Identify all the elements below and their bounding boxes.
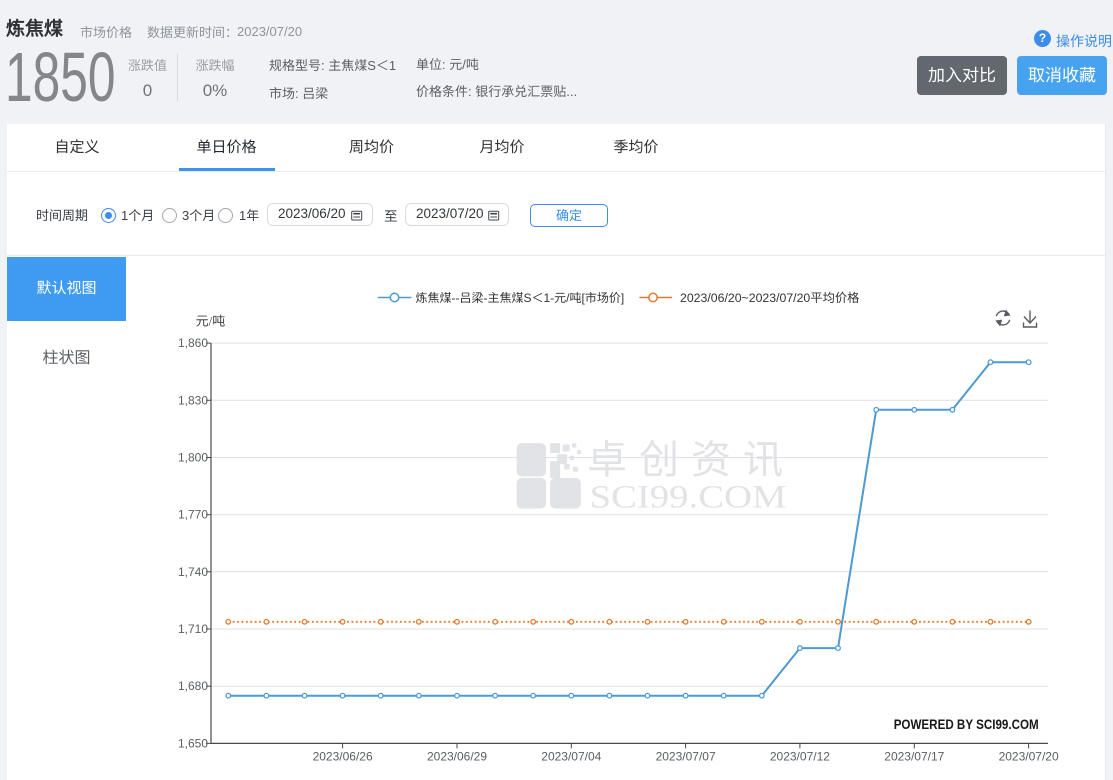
svg-text:卓创资讯: 卓创资讯 (587, 428, 783, 486)
svg-text:1,770: 1,770 (178, 508, 208, 522)
svg-text:2023/07/12: 2023/07/12 (770, 750, 830, 764)
svg-text:元/吨: 元/吨 (196, 311, 226, 330)
svg-text:1,800: 1,800 (178, 451, 208, 465)
svg-text:2023/06/26: 2023/06/26 (313, 750, 373, 764)
svg-text:1,650: 1,650 (178, 736, 208, 750)
svg-text:2023/06/20~2023/07/20平均价格: 2023/06/20~2023/07/20平均价格 (680, 291, 860, 305)
svg-text:2023/07/07: 2023/07/07 (656, 750, 716, 764)
svg-text:1,830: 1,830 (178, 393, 208, 407)
svg-text:1,710: 1,710 (178, 622, 208, 636)
svg-text:2023/07/04: 2023/07/04 (541, 750, 601, 764)
svg-text:2023/07/20: 2023/07/20 (999, 750, 1059, 764)
svg-text:2023/06/29: 2023/06/29 (427, 750, 487, 764)
svg-text:炼焦煤--吕梁-主焦煤S＜1-元/吨[市场价]: 炼焦煤--吕梁-主焦煤S＜1-元/吨[市场价] (416, 291, 625, 305)
svg-text:SCI99.COM: SCI99.COM (590, 480, 787, 516)
svg-text:1,680: 1,680 (178, 679, 208, 693)
svg-text:POWERED BY SCI99.COM: POWERED BY SCI99.COM (894, 716, 1039, 732)
svg-text:1,740: 1,740 (178, 565, 208, 579)
svg-text:2023/07/17: 2023/07/17 (884, 750, 944, 764)
svg-text:1,860: 1,860 (178, 336, 208, 350)
